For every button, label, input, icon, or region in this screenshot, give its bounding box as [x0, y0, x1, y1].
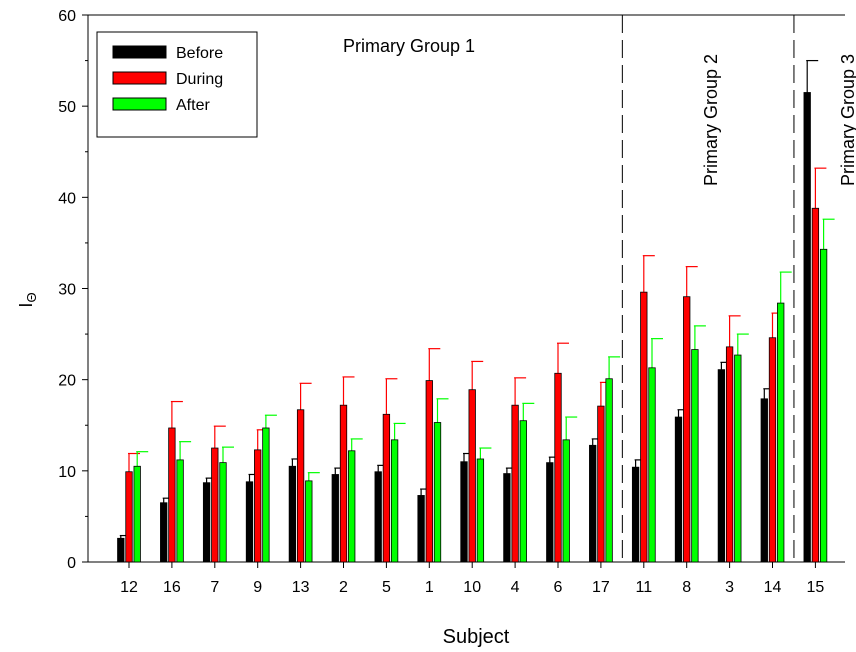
- x-axis-title: Subject: [443, 626, 510, 648]
- bar-during: [425, 380, 433, 563]
- bar-after: [777, 302, 785, 563]
- x-tick-label: 2: [339, 579, 348, 596]
- bar-after: [476, 458, 485, 563]
- x-tick-label: 5: [382, 579, 391, 596]
- bar-during: [725, 346, 734, 563]
- bar-after: [562, 439, 570, 563]
- bar-before: [160, 502, 168, 563]
- bar-after: [305, 480, 313, 563]
- x-tick-label: 3: [725, 579, 734, 596]
- y-axis-title-subscript: Θ: [24, 292, 39, 302]
- bar-before: [374, 471, 382, 563]
- bar-before: [117, 537, 125, 563]
- x-tick-label: 15: [807, 579, 825, 596]
- y-tick-label: 0: [67, 555, 76, 572]
- legend-label-after: After: [176, 97, 210, 114]
- bar-during: [168, 427, 176, 563]
- bar-after: [691, 349, 699, 563]
- y-axis-title-main: I: [16, 303, 36, 308]
- x-tick-label: 12: [120, 579, 138, 596]
- bar-before: [674, 416, 683, 563]
- bar-during: [597, 405, 605, 563]
- legend-swatch-before: [112, 45, 167, 59]
- bar-during: [254, 449, 262, 563]
- x-tick-label: 14: [764, 579, 782, 596]
- bar-before: [546, 462, 554, 563]
- bar-after: [519, 420, 527, 563]
- legend-swatch-during: [112, 71, 167, 85]
- bar-before: [202, 482, 211, 563]
- bar-before: [288, 465, 297, 563]
- plot-area: 0 10 20 30 40 50 60 12 16 7 9 13 2 5 1 10 4 6 17 11 8 3 14 15: [58, 8, 845, 596]
- bar-after: [390, 439, 399, 563]
- bar-during: [211, 447, 219, 563]
- y-tick-label: 10: [58, 464, 76, 481]
- x-tick-label: 17: [592, 579, 610, 596]
- bar-during: [640, 291, 648, 563]
- bar-after: [219, 462, 227, 563]
- bar-after: [433, 422, 442, 563]
- bar-after: [734, 354, 742, 563]
- legend-swatch-after: [112, 97, 167, 111]
- bar-before: [460, 461, 468, 563]
- legend-label-before: Before: [176, 45, 223, 62]
- bar-after: [605, 378, 613, 563]
- y-tick-label: 60: [58, 8, 76, 25]
- group-label-1: Primary Group 1: [343, 36, 475, 56]
- legend-label-during: During: [176, 71, 223, 88]
- bar-before: [245, 481, 254, 563]
- x-tick-label: 10: [463, 579, 481, 596]
- bar-after: [648, 367, 656, 563]
- bar-during: [125, 471, 133, 563]
- bar-before: [631, 466, 640, 563]
- bar-during: [683, 296, 691, 563]
- bar-before: [589, 444, 597, 563]
- bar-after: [133, 465, 141, 563]
- bar-during: [511, 404, 519, 563]
- legend: Before During After: [96, 31, 258, 138]
- group-label-2: Primary Group 2: [701, 54, 721, 186]
- bar-before: [717, 369, 726, 563]
- bar-after: [176, 459, 184, 563]
- bar-after: [819, 248, 828, 563]
- bar-after: [262, 427, 270, 563]
- x-tick-label: 16: [163, 579, 181, 596]
- bar-after: [348, 450, 356, 563]
- bar-before: [331, 474, 339, 563]
- x-tick-label: 4: [511, 579, 520, 596]
- x-tick-label: 1: [425, 579, 434, 596]
- y-tick-label: 40: [58, 190, 76, 207]
- bar-before: [503, 473, 511, 563]
- bar-during: [554, 372, 562, 563]
- y-tick-label: 30: [58, 282, 76, 299]
- bar-during: [768, 337, 777, 563]
- x-tick-label: 11: [635, 579, 652, 596]
- y-tick-label: 50: [58, 99, 76, 116]
- svg-text:IΘ: IΘ: [16, 292, 39, 307]
- bar-during: [811, 207, 820, 563]
- x-tick-label: 13: [292, 579, 310, 596]
- bar-before: [417, 495, 425, 563]
- bar-during: [382, 413, 391, 563]
- bar-during: [468, 389, 476, 563]
- x-tick-label: 8: [682, 579, 691, 596]
- group-label-3: Primary Group 3: [838, 54, 856, 186]
- y-tick-label: 20: [58, 373, 76, 390]
- x-tick-label: 9: [253, 579, 262, 596]
- bar-before: [760, 398, 768, 563]
- y-axis-title: IΘ: [16, 292, 39, 307]
- bar-before: [803, 92, 811, 563]
- x-tick-label: 6: [554, 579, 563, 596]
- bar-during: [339, 404, 348, 563]
- bar-during: [296, 409, 305, 563]
- x-tick-label: 7: [210, 579, 219, 596]
